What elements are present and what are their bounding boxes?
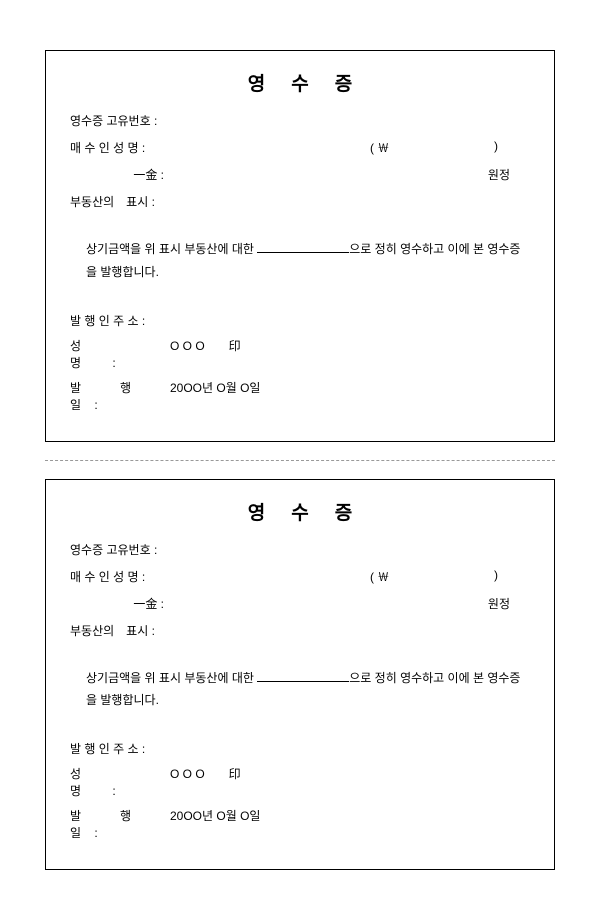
issuer-name-label: 성 명 :: [70, 337, 170, 371]
won-open: ( ￦: [370, 139, 389, 156]
issuer-name-value: O O O 印: [170, 337, 530, 354]
wonjeong: 원정: [488, 595, 510, 612]
property-label: 부동산의 표시 :: [70, 193, 170, 210]
unique-no-row: 영수증 고유번호 :: [70, 541, 530, 558]
buyer-row: 매 수 인 성 명 : ( ￦ ): [70, 139, 530, 156]
issuer-name-row: 성 명 : O O O 印: [70, 765, 530, 799]
wonjeong: 원정: [488, 166, 510, 183]
receipt-top: 영수증 영수증 고유번호 : 매 수 인 성 명 : ( ￦ ) 一金 : 원정…: [45, 50, 555, 442]
unique-no-row: 영수증 고유번호 :: [70, 112, 530, 129]
issue-date-value: 20OO년 O월 O일: [170, 379, 530, 396]
issue-date-value: 20OO년 O월 O일: [170, 807, 530, 824]
amount-row: 一金 : 원정: [70, 595, 530, 612]
amount-label: 一金 :: [70, 166, 170, 183]
buyer-label: 매 수 인 성 명 :: [70, 568, 170, 585]
page: 영수증 영수증 고유번호 : 매 수 인 성 명 : ( ￦ ) 一金 : 원정…: [0, 0, 600, 910]
property-label: 부동산의 표시 :: [70, 622, 170, 639]
issue-date-label: 발 행 일 :: [70, 807, 170, 841]
statement: 상기금액을 위 표시 부동산에 대한 으로 정히 영수하고 이에 본 영수증을 …: [86, 667, 530, 713]
receipt-title: 영수증: [70, 498, 530, 525]
amount-row: 一金 : 원정: [70, 166, 530, 183]
amount-label: 一金 :: [70, 595, 170, 612]
receipt-title: 영수증: [70, 69, 530, 96]
statement-underline: [257, 681, 349, 682]
buyer-row: 매 수 인 성 명 : ( ￦ ): [70, 568, 530, 585]
property-row: 부동산의 표시 :: [70, 193, 530, 210]
won-close: ): [494, 568, 498, 582]
issuer-block: 발 행 인 주 소 : 성 명 : O O O 印 발 행 일 : 20OO년 …: [70, 740, 530, 841]
issuer-addr-label: 발 행 인 주 소 :: [70, 312, 170, 329]
unique-no-label: 영수증 고유번호 :: [70, 112, 170, 129]
statement-pre: 상기금액을 위 표시 부동산에 대한: [86, 671, 257, 685]
issuer-name-label: 성 명 :: [70, 765, 170, 799]
issuer-addr-label: 발 행 인 주 소 :: [70, 740, 170, 757]
issue-date-label: 발 행 일 :: [70, 379, 170, 413]
statement-underline: [257, 252, 349, 253]
statement-pre: 상기금액을 위 표시 부동산에 대한: [86, 242, 257, 256]
property-row: 부동산의 표시 :: [70, 622, 530, 639]
won-close: ): [494, 139, 498, 153]
receipt-bottom: 영수증 영수증 고유번호 : 매 수 인 성 명 : ( ￦ ) 一金 : 원정…: [45, 479, 555, 871]
issue-date-row: 발 행 일 : 20OO년 O월 O일: [70, 379, 530, 413]
issuer-addr-row: 발 행 인 주 소 :: [70, 312, 530, 329]
unique-no-label: 영수증 고유번호 :: [70, 541, 170, 558]
issuer-addr-row: 발 행 인 주 소 :: [70, 740, 530, 757]
won-open: ( ￦: [370, 568, 389, 585]
buyer-label: 매 수 인 성 명 :: [70, 139, 170, 156]
statement: 상기금액을 위 표시 부동산에 대한 으로 정히 영수하고 이에 본 영수증을 …: [86, 238, 530, 284]
issuer-block: 발 행 인 주 소 : 성 명 : O O O 印 발 행 일 : 20OO년 …: [70, 312, 530, 413]
issuer-name-value: O O O 印: [170, 765, 530, 782]
cut-line: [45, 460, 555, 461]
issuer-name-row: 성 명 : O O O 印: [70, 337, 530, 371]
issue-date-row: 발 행 일 : 20OO년 O월 O일: [70, 807, 530, 841]
